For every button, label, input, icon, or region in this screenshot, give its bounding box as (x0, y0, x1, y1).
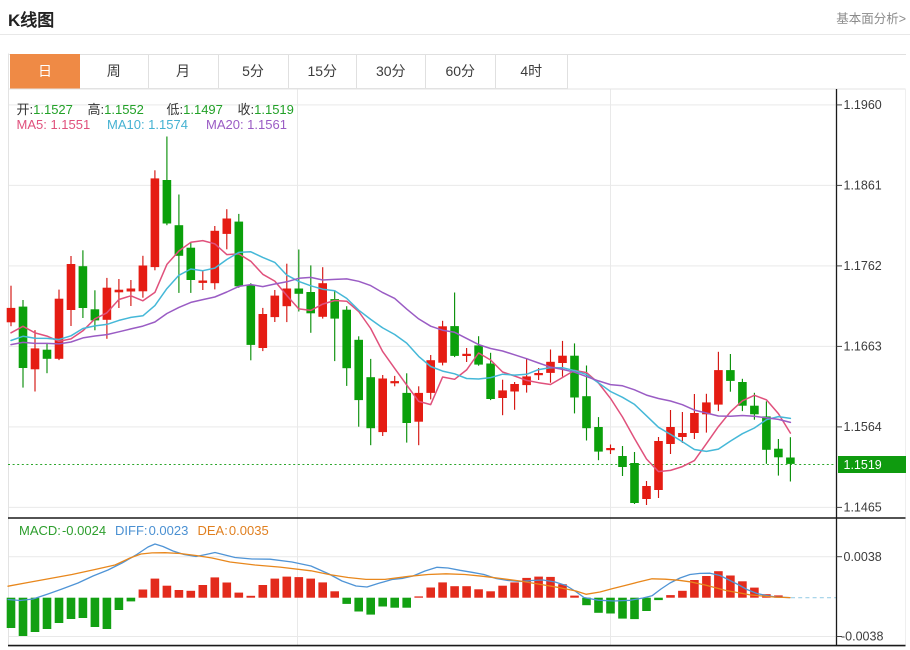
svg-text:1.1960: 1.1960 (844, 98, 882, 112)
svg-text:0.0038: 0.0038 (844, 550, 882, 564)
svg-text:-0.0038: -0.0038 (841, 630, 883, 644)
svg-text:1.1663: 1.1663 (844, 340, 882, 354)
svg-text:1.1762: 1.1762 (844, 259, 882, 273)
svg-text:1.1465: 1.1465 (844, 501, 882, 515)
svg-text:1.1861: 1.1861 (844, 179, 882, 193)
svg-text:1.1564: 1.1564 (844, 420, 882, 434)
svg-text:1.1519: 1.1519 (844, 458, 882, 472)
